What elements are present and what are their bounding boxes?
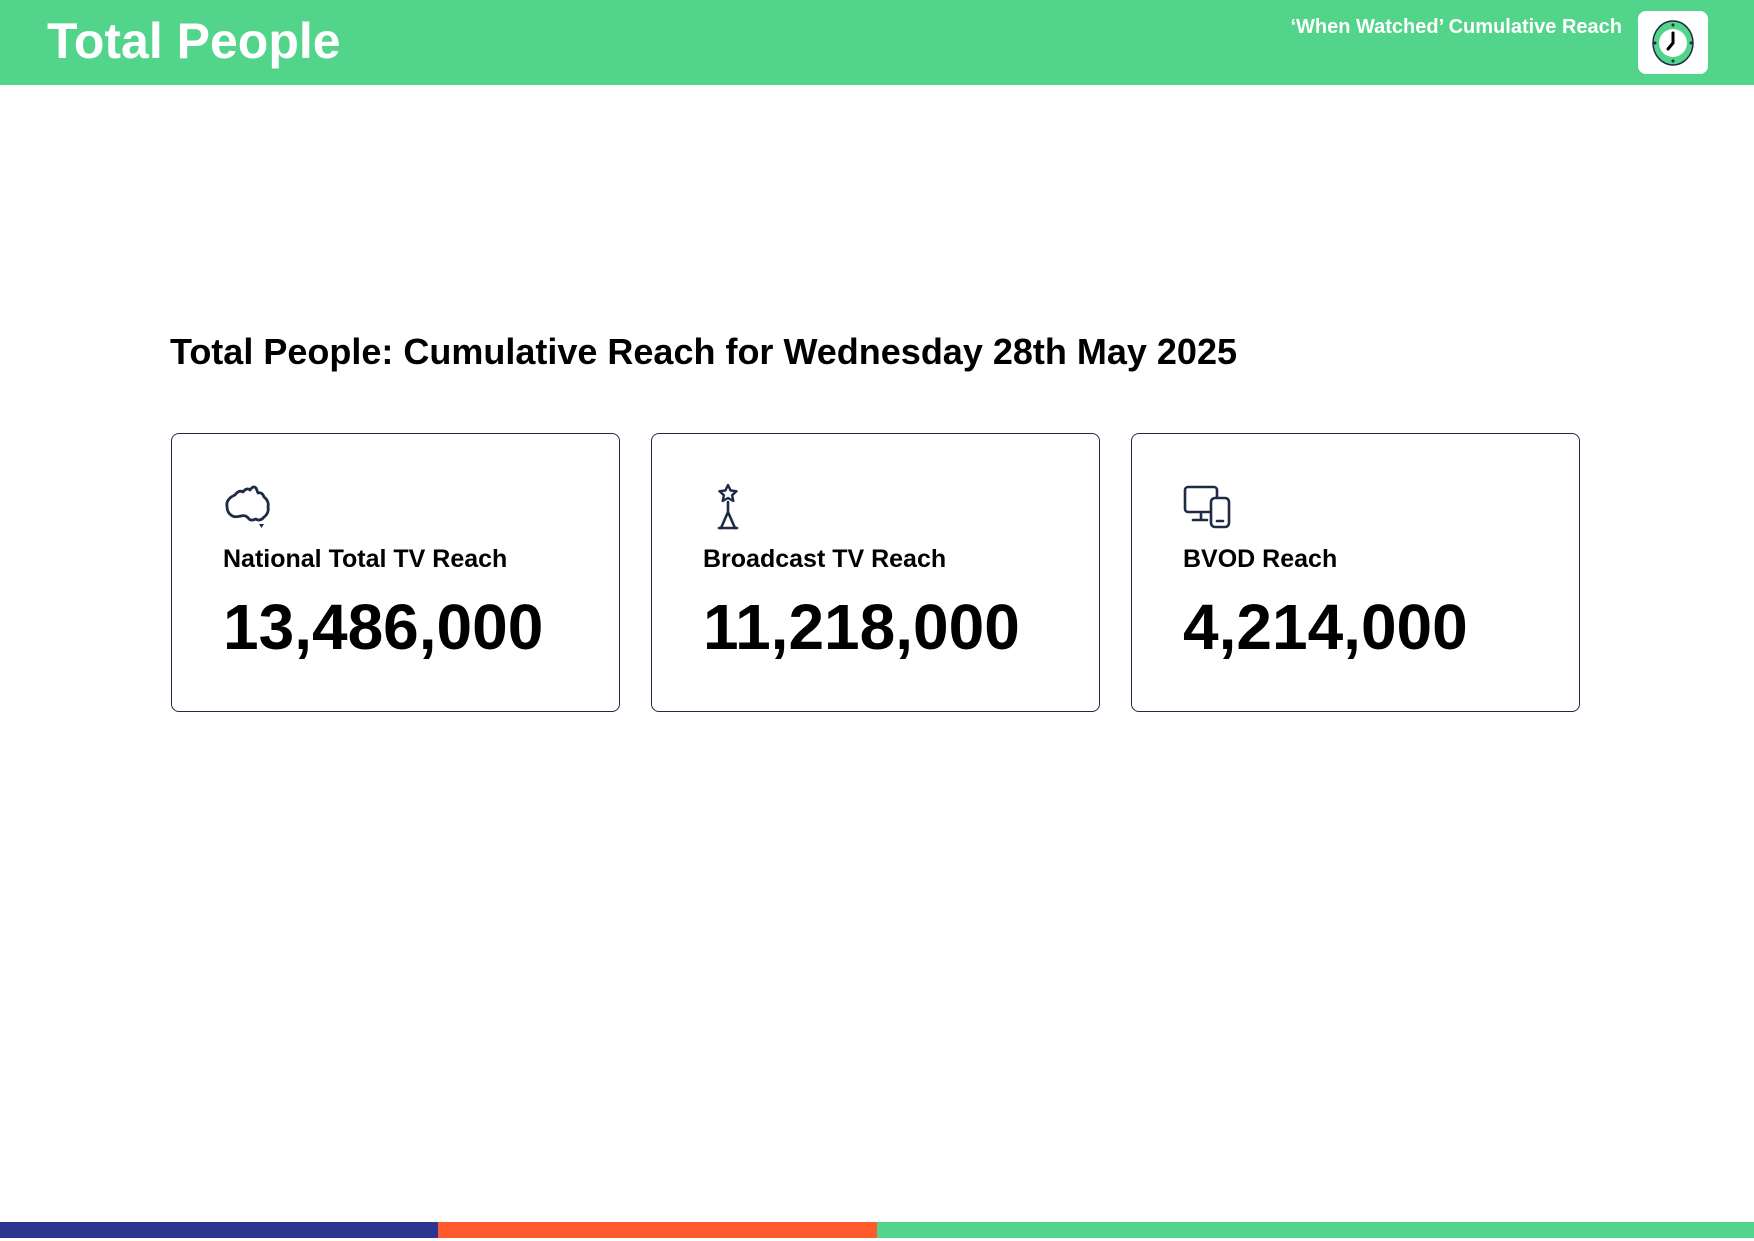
clock-icon bbox=[1652, 19, 1694, 66]
card-label: BVOD Reach bbox=[1183, 545, 1338, 573]
bvod-reach-card: BVOD Reach 4,214,000 bbox=[1131, 433, 1580, 712]
devices-icon bbox=[1183, 485, 1231, 529]
stripe-segment-navy bbox=[0, 1222, 438, 1238]
card-value: 13,486,000 bbox=[223, 591, 544, 663]
card-value: 11,218,000 bbox=[703, 591, 1020, 663]
page-title: Total People bbox=[47, 13, 341, 69]
card-value: 4,214,000 bbox=[1183, 591, 1468, 663]
stripe-segment-orange bbox=[438, 1222, 877, 1238]
broadcast-tv-reach-card: Broadcast TV Reach 11,218,000 bbox=[651, 433, 1100, 712]
australia-map-icon bbox=[225, 485, 270, 528]
header-bar: Total People ‘When Watched’ Cumulative R… bbox=[0, 0, 1754, 85]
broadcast-tower-icon bbox=[717, 484, 739, 530]
reach-heading: Total People: Cumulative Reach for Wedne… bbox=[170, 331, 1237, 372]
card-label: Broadcast TV Reach bbox=[703, 545, 947, 573]
card-label: National Total TV Reach bbox=[223, 545, 508, 573]
clock-badge bbox=[1638, 11, 1708, 74]
stripe-segment-green bbox=[877, 1222, 1754, 1238]
report-subtitle: ‘When Watched’ Cumulative Reach bbox=[1290, 16, 1622, 38]
footer-stripe bbox=[0, 1222, 1754, 1238]
national-total-tv-reach-card: National Total TV Reach 13,486,000 bbox=[171, 433, 620, 712]
